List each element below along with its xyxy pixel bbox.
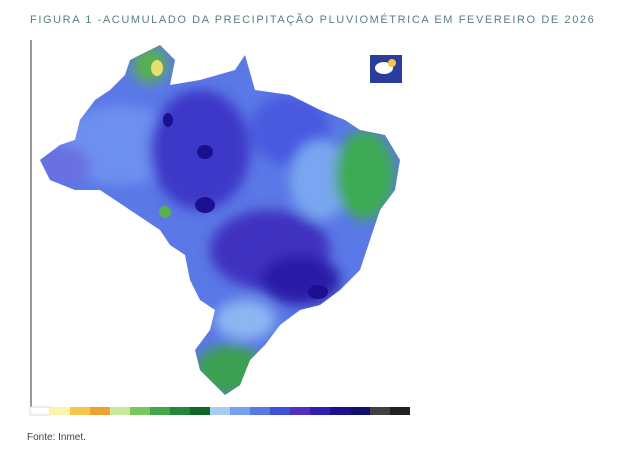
color-scale	[29, 406, 410, 416]
figure-title: FIGURA 1 -ACUMULADO DA PRECIPITAÇÃO PLUV…	[30, 14, 596, 26]
logo	[370, 55, 402, 83]
precipitation-field	[40, 45, 400, 395]
source-note: Fonte: Inmet.	[27, 432, 86, 443]
